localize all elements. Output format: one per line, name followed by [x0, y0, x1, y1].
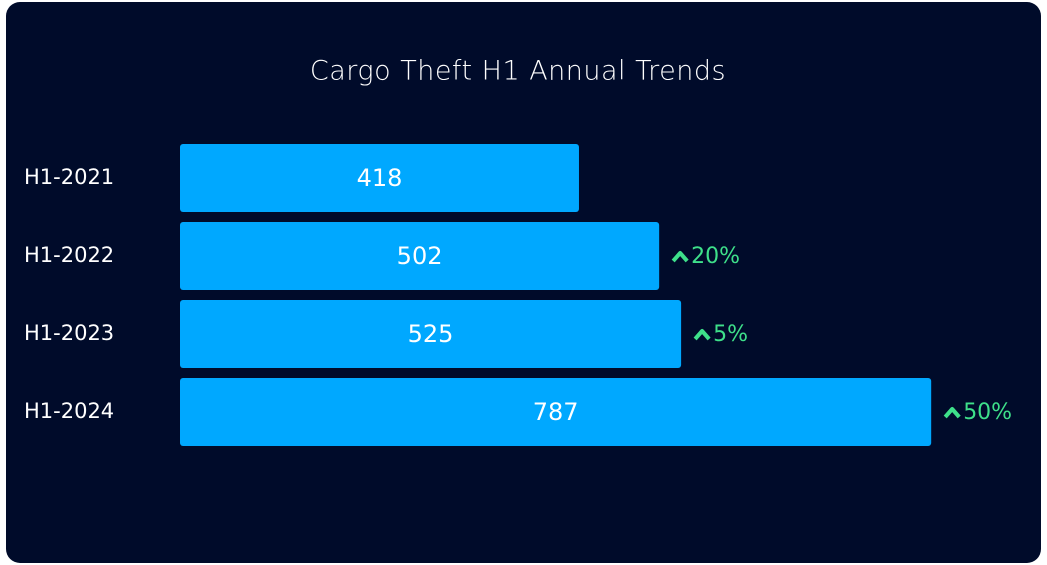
- y-tick-label: H1-2024: [24, 399, 114, 423]
- bar: [180, 144, 579, 212]
- bar: [180, 378, 932, 446]
- y-tick-label: H1-2022: [24, 243, 114, 267]
- chart-title: Cargo Theft H1 Annual Trends: [310, 56, 726, 87]
- change-arrow: [693, 329, 711, 341]
- bar-value-label: 787: [533, 398, 579, 426]
- change-label: 20%: [691, 244, 740, 269]
- change-arrow: [671, 251, 689, 263]
- bar-value-label: 525: [408, 320, 454, 348]
- bar: [180, 300, 682, 368]
- y-tick-label: H1-2021: [24, 165, 114, 189]
- change-label: 5%: [713, 322, 748, 347]
- y-tick-label: H1-2023: [24, 321, 114, 345]
- change-arrow: [943, 407, 961, 419]
- change-label: 50%: [963, 400, 1012, 425]
- bar-value-label: 502: [397, 242, 443, 270]
- bar: [180, 222, 660, 290]
- bar-value-label: 418: [357, 164, 403, 192]
